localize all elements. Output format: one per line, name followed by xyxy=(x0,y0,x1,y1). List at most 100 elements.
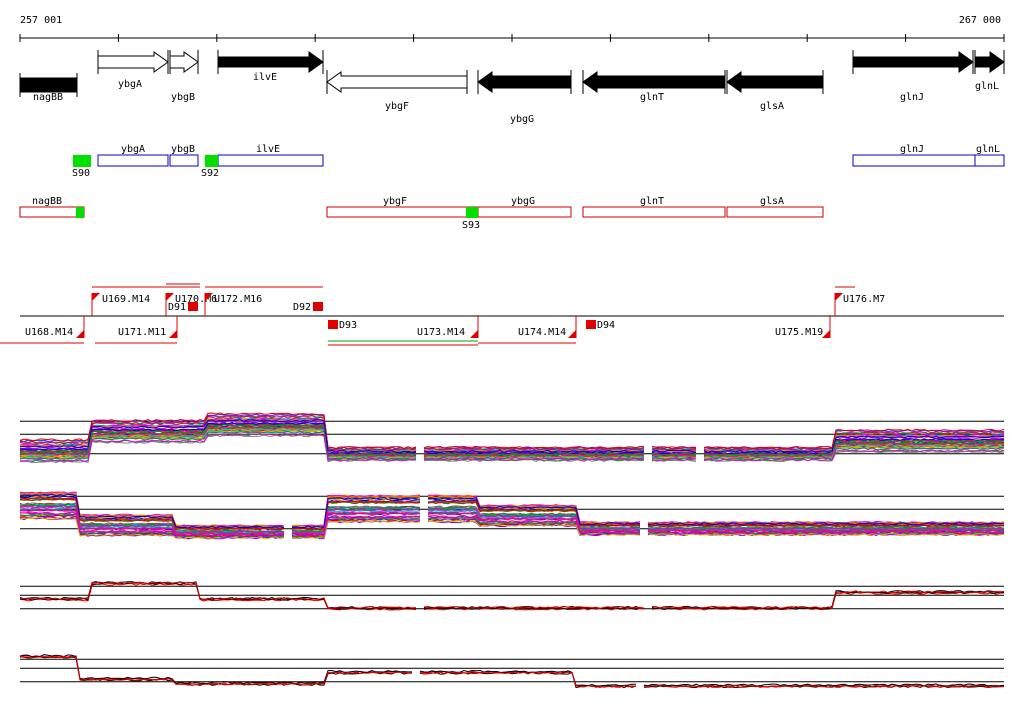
gene-arrow xyxy=(97,51,169,73)
terminator xyxy=(328,320,338,329)
gene-arrow xyxy=(217,51,324,73)
gene-arrow xyxy=(974,51,1005,73)
expression-line xyxy=(19,415,1005,452)
gene-arrow xyxy=(326,71,468,93)
gene-label: glsA xyxy=(760,101,784,112)
operon-label: glsA xyxy=(760,196,784,207)
transcript-label: U176.M7 xyxy=(843,294,885,305)
transcript-label: D94 xyxy=(597,320,615,331)
site-box xyxy=(76,207,84,218)
operon-box xyxy=(477,206,572,218)
gene-label: ybgG xyxy=(510,114,534,125)
operon-label: ybgG xyxy=(511,196,535,207)
gene-arrow xyxy=(19,77,78,93)
site-label: S93 xyxy=(462,220,480,231)
site-label: S92 xyxy=(201,168,219,179)
expression-line xyxy=(19,412,1005,449)
tss-flag xyxy=(169,330,177,338)
expression-line xyxy=(19,493,1005,529)
gene-label: glnJ xyxy=(900,92,924,103)
tss-flag xyxy=(470,330,478,338)
operon-label: ilvE xyxy=(256,144,280,155)
operon-label: nagBB xyxy=(32,196,62,207)
operon-box xyxy=(582,206,726,218)
gene-label: ybgF xyxy=(385,101,409,112)
operon-box xyxy=(726,206,824,218)
site-box xyxy=(205,155,218,167)
tss-flag xyxy=(205,293,213,301)
operon-label: glnJ xyxy=(900,144,924,155)
operon-box xyxy=(169,154,199,167)
expression-line xyxy=(19,504,1005,534)
expression-line xyxy=(20,428,1005,459)
gene-arrow xyxy=(169,51,199,73)
expression-line xyxy=(19,508,1005,536)
transcript-label: U175.M19 xyxy=(775,327,823,338)
transcript-label: D91 xyxy=(168,302,186,313)
operon-box xyxy=(97,154,169,167)
operon-box xyxy=(852,154,976,167)
expression-line xyxy=(19,419,1005,453)
operon-label: glnT xyxy=(640,196,664,207)
expression-line xyxy=(20,434,1005,464)
operon-box xyxy=(974,154,1005,167)
site-box xyxy=(466,207,478,218)
transcript-label: U173.M14 xyxy=(417,327,465,338)
expression-line xyxy=(19,516,1005,540)
tss-flag xyxy=(92,293,100,301)
gene-label: nagBB xyxy=(33,92,63,103)
expression-line xyxy=(19,498,1005,531)
gene-label: ybgA xyxy=(118,79,142,90)
tss-flag xyxy=(568,330,576,338)
gene-label: ybgB xyxy=(171,92,195,103)
expression-line xyxy=(19,581,1005,610)
transcript-label: D92 xyxy=(293,302,311,313)
axis-start: 257 001 xyxy=(20,15,62,26)
expression-line xyxy=(19,492,1005,528)
gene-arrow xyxy=(726,71,824,93)
expression-line xyxy=(19,432,1005,463)
gene-label: glnT xyxy=(640,92,664,103)
tss-flag xyxy=(166,293,174,301)
expression-line xyxy=(19,422,1005,455)
terminator xyxy=(313,302,323,311)
expression-line xyxy=(19,506,1005,535)
expression-line xyxy=(19,505,1005,534)
expression-line xyxy=(19,655,1005,688)
tss-flag xyxy=(835,293,843,301)
gene-arrow xyxy=(477,71,572,93)
expression-line xyxy=(19,513,1005,538)
transcript-label: U171.M11 xyxy=(118,327,166,338)
operon-label: ybgF xyxy=(383,196,407,207)
expression-line xyxy=(19,511,1005,537)
expression-line xyxy=(19,496,1005,530)
expression-line xyxy=(19,430,1005,461)
transcript-label: U172.M16 xyxy=(214,294,262,305)
site-label: S90 xyxy=(72,168,90,179)
transcript-label: U169.M14 xyxy=(102,294,150,305)
transcript-label: D93 xyxy=(339,320,357,331)
operon-label: ybgA xyxy=(121,144,145,155)
operon-box xyxy=(326,206,479,218)
terminator xyxy=(586,320,596,329)
operon-box xyxy=(217,154,324,167)
gene-arrow xyxy=(582,71,726,93)
gene-arrow xyxy=(852,51,974,73)
operon-label: glnL xyxy=(976,144,1000,155)
gene-label: ilvE xyxy=(253,72,277,83)
tss-flag xyxy=(822,330,830,338)
operon-label: ybgB xyxy=(171,144,195,155)
transcript-label: U168.M14 xyxy=(25,327,73,338)
tss-flag xyxy=(76,330,84,338)
gene-label: glnL xyxy=(975,81,999,92)
transcript-label: U174.M14 xyxy=(518,327,566,338)
transcript-label: U170.M6 xyxy=(175,294,217,305)
operon-box xyxy=(19,206,85,218)
terminator xyxy=(188,302,198,311)
site-box xyxy=(73,155,91,167)
expression-line xyxy=(19,491,1005,528)
expression-line xyxy=(19,423,1005,456)
expression-line xyxy=(19,582,1005,611)
axis-end: 267 000 xyxy=(959,15,1001,26)
